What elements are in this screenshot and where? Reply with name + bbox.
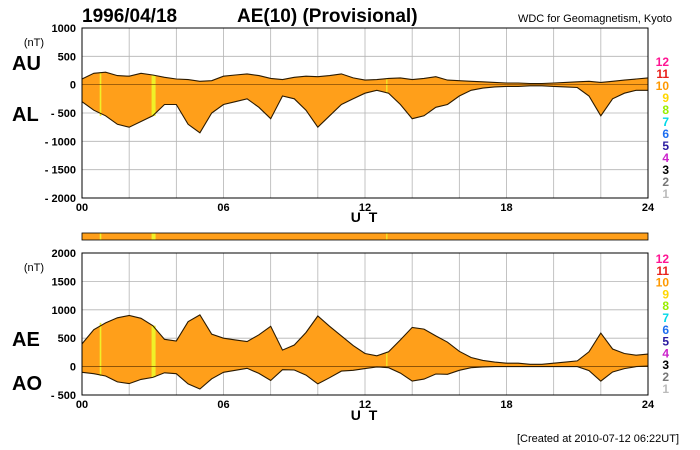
level-legend-item: 11 <box>656 67 669 81</box>
level-legend-item: 9 <box>662 287 669 301</box>
x-tick-label: 24 <box>642 399 655 411</box>
activity-strip <box>81 232 649 241</box>
y-tick-label: 1500 <box>52 276 76 288</box>
level-legend-item: 7 <box>662 311 669 325</box>
level-legend-item: 3 <box>662 358 669 372</box>
y-tick-label: 1000 <box>52 23 76 35</box>
panel-ae-ao-plot <box>81 314 649 390</box>
panel-ae-ao: 2000 1500 1000 500 0 - 500 (nT) 00 06 12 18 24 U … <box>12 248 655 423</box>
level-legend-item: 10 <box>656 79 670 93</box>
level-legend-item: 1 <box>662 382 669 396</box>
activity-strip-highlights <box>99 233 388 240</box>
series-label-au: AU <box>12 53 41 75</box>
date-title: 1996/04/18 <box>82 6 177 27</box>
x-tick-label: 00 <box>76 202 88 214</box>
level-legend-item: 5 <box>662 335 669 349</box>
level-legend-item: 5 <box>662 139 669 153</box>
y-tick-label: 500 <box>58 333 76 345</box>
y-tick-label: - 1000 <box>45 136 76 148</box>
series-line-al <box>81 85 648 134</box>
highlight-band <box>99 72 102 116</box>
series-line-ao <box>81 365 649 390</box>
x-tick-label: 06 <box>217 399 229 411</box>
level-legend-item: 2 <box>662 370 669 384</box>
panel-ae-ao-frame <box>81 252 649 396</box>
level-legend-item: 3 <box>662 163 669 177</box>
panel-ae-ao-xlabel: U T <box>351 407 380 423</box>
panel-au-al-frame <box>81 27 649 199</box>
y-tick-label: 1000 <box>52 305 76 317</box>
highlight-band <box>99 322 102 376</box>
level-legend-item: 2 <box>662 175 669 189</box>
activity-strip-bar <box>81 232 649 241</box>
y-tick-label: - 2000 <box>45 193 76 205</box>
panel-ae-ao-unit: (nT) <box>24 262 44 274</box>
series-fill-area <box>82 72 648 133</box>
series-label-al: AL <box>12 104 39 126</box>
series-fill-area <box>82 314 648 389</box>
panel-au-al-y-ticks: 1000 500 0 - 500 - 1000 - 1500 - 2000 <box>45 23 76 205</box>
panel-ae-ao-y-ticks: 2000 1500 1000 500 0 - 500 <box>51 248 76 402</box>
source-label: WDC for Geomagnetism, Kyoto <box>518 13 672 25</box>
level-legend-item: 6 <box>662 323 669 337</box>
y-tick-label: 0 <box>70 362 76 374</box>
strip-highlight <box>99 233 102 240</box>
level-legend-item: 8 <box>662 103 669 117</box>
y-tick-label: - 500 <box>51 108 76 120</box>
panel-au-al-xlabel: U T <box>351 209 380 225</box>
level-legend-item: 4 <box>662 346 669 360</box>
level-legend-item: 4 <box>662 151 669 165</box>
level-legend-item: 12 <box>656 252 670 266</box>
x-tick-label: 12 <box>359 202 371 214</box>
level-legend-item: 9 <box>662 91 669 105</box>
x-tick-label: 06 <box>217 202 229 214</box>
index-title: AE(10) (Provisional) <box>237 6 418 27</box>
x-tick-label: 12 <box>359 399 371 411</box>
level-legend-item: 6 <box>662 127 669 141</box>
y-tick-label: - 1500 <box>45 165 76 177</box>
x-tick-label: 24 <box>642 202 655 214</box>
y-tick-label: 2000 <box>52 248 76 260</box>
level-legend-item: 12 <box>656 55 670 69</box>
highlight-band <box>151 325 156 378</box>
level-legend-item: 1 <box>662 187 669 201</box>
panel-au-al-unit: (nT) <box>24 37 44 49</box>
level-legend-item: 10 <box>656 276 670 290</box>
panel-au-al-x-ticks: 00 06 12 18 24 <box>76 202 655 214</box>
strip-highlight <box>151 233 156 240</box>
strip-highlight <box>386 233 388 240</box>
highlight-band <box>151 75 156 116</box>
y-tick-label: - 500 <box>51 390 76 402</box>
series-line-ae <box>81 314 649 365</box>
x-tick-label: 18 <box>500 202 512 214</box>
y-tick-label: 500 <box>58 51 76 63</box>
series-label-ao: AO <box>12 373 42 395</box>
highlight-band <box>386 351 388 368</box>
y-tick-label: 0 <box>70 80 76 92</box>
x-tick-label: 00 <box>76 399 88 411</box>
panel-ae-ao-x-ticks: 00 06 12 18 24 <box>76 399 655 411</box>
series-line-au <box>81 71 649 85</box>
level-legend-item: 7 <box>662 115 669 129</box>
highlight-band <box>386 78 388 94</box>
level-legend-item: 8 <box>662 299 669 313</box>
panel-au-al-plot <box>81 71 649 134</box>
series-label-ae: AE <box>12 329 40 351</box>
created-timestamp: [Created at 2010-07-12 06:22UT] <box>517 433 679 445</box>
x-tick-label: 18 <box>500 399 512 411</box>
level-legend-item: 11 <box>656 264 669 278</box>
